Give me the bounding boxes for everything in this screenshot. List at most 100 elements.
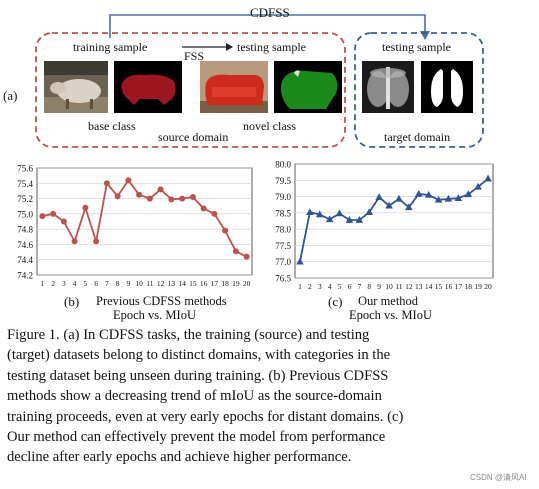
y-tick-label: 79.5 bbox=[275, 176, 291, 186]
y-tick-label: 74.2 bbox=[17, 271, 33, 281]
data-point bbox=[484, 174, 492, 182]
x-tick-label: 18 bbox=[465, 282, 473, 291]
chart-b-caption-line2: Epoch vs. MIoU bbox=[113, 308, 196, 322]
data-point bbox=[60, 218, 67, 225]
series-line bbox=[42, 178, 248, 258]
data-point bbox=[136, 191, 143, 198]
figure-caption: Figure 1. (a) In CDFSS tasks, the traini… bbox=[7, 325, 527, 468]
data-point bbox=[306, 208, 314, 216]
y-tick-label: 74.6 bbox=[17, 240, 33, 250]
y-tick-label: 76.5 bbox=[275, 274, 291, 284]
data-point bbox=[200, 205, 207, 212]
x-tick-label: 13 bbox=[168, 279, 176, 288]
data-point bbox=[345, 216, 354, 223]
data-point bbox=[335, 209, 344, 217]
data-point bbox=[464, 190, 473, 198]
data-point bbox=[355, 216, 364, 223]
sheep-mask bbox=[114, 61, 182, 113]
x-tick-label: 3 bbox=[318, 282, 322, 291]
data-point bbox=[168, 196, 175, 203]
data-point bbox=[414, 189, 423, 197]
y-tick-label: 75.4 bbox=[17, 179, 33, 189]
x-tick-label: 8 bbox=[367, 282, 371, 291]
data-point bbox=[395, 194, 403, 202]
y-tick-label: 78.0 bbox=[275, 225, 291, 235]
x-tick-label: 10 bbox=[385, 282, 393, 291]
x-tick-label: 5 bbox=[84, 279, 88, 288]
source-domain-label: source domain bbox=[158, 130, 229, 144]
y-tick-label: 77.0 bbox=[275, 257, 291, 267]
x-tick-label: 20 bbox=[243, 279, 251, 288]
cdfss-label: CDFSS bbox=[250, 5, 290, 20]
x-tick-label: 14 bbox=[178, 279, 186, 288]
y-tick-label: 74.4 bbox=[17, 255, 33, 265]
x-tick-label: 19 bbox=[232, 279, 240, 288]
x-tick-label: 4 bbox=[328, 282, 332, 291]
caption-line: Figure 1. (a) In CDFSS tasks, the traini… bbox=[7, 327, 370, 343]
testing-sample-target-label: testing sample bbox=[382, 40, 451, 54]
data-point bbox=[296, 257, 304, 265]
xray-photo bbox=[362, 61, 414, 113]
x-tick-label: 20 bbox=[484, 282, 492, 291]
y-tick-label: 80.0 bbox=[275, 160, 291, 170]
x-tick-label: 11 bbox=[395, 282, 402, 291]
cdfss-arrow bbox=[109, 14, 426, 38]
data-point bbox=[243, 253, 250, 260]
data-point bbox=[103, 180, 110, 187]
data-point bbox=[39, 213, 46, 220]
x-tick-label: 10 bbox=[135, 279, 143, 288]
x-tick-label: 1 bbox=[41, 279, 45, 288]
data-point bbox=[125, 177, 132, 184]
data-point bbox=[93, 238, 100, 245]
y-tick-label: 77.5 bbox=[275, 241, 291, 251]
novel-class-label: novel class bbox=[243, 119, 296, 133]
base-class-label: base class bbox=[88, 119, 136, 133]
data-point bbox=[405, 203, 413, 211]
x-tick-label: 17 bbox=[455, 282, 463, 291]
data-point bbox=[222, 227, 229, 234]
x-tick-label: 12 bbox=[157, 279, 165, 288]
data-point bbox=[424, 190, 433, 198]
fss-arrowhead bbox=[226, 43, 233, 51]
chart-c-caption-line2: Epoch vs. MIoU bbox=[349, 308, 432, 322]
x-tick-label: 13 bbox=[415, 282, 423, 291]
x-tick-label: 8 bbox=[116, 279, 120, 288]
x-tick-label: 17 bbox=[211, 279, 219, 288]
target-domain-label: target domain bbox=[384, 130, 451, 144]
panel-a-diagram bbox=[35, 14, 484, 148]
data-point bbox=[434, 195, 443, 203]
x-tick-label: 15 bbox=[435, 282, 443, 291]
chart-b-label: (b) bbox=[64, 294, 80, 309]
data-point bbox=[146, 195, 153, 202]
sofa-photo bbox=[200, 61, 268, 113]
caption-line: testing dataset being unseen during trai… bbox=[7, 367, 389, 384]
data-point bbox=[375, 193, 383, 201]
training-sample-label: training sample bbox=[73, 40, 148, 54]
data-point bbox=[211, 210, 218, 217]
watermark: CSDN @清风AI bbox=[470, 473, 527, 482]
x-tick-label: 6 bbox=[94, 279, 98, 288]
y-tick-label: 75.2 bbox=[17, 194, 33, 204]
plot-area bbox=[294, 163, 494, 279]
caption-line: (target) datasets belong to distinct dom… bbox=[7, 347, 391, 364]
y-tick-label: 75.0 bbox=[17, 209, 33, 219]
y-tick-label: 78.5 bbox=[275, 208, 291, 218]
data-point bbox=[82, 204, 89, 211]
data-point bbox=[325, 215, 334, 223]
data-point bbox=[385, 201, 393, 209]
x-tick-label: 16 bbox=[200, 279, 208, 288]
lung-mask bbox=[421, 61, 473, 113]
x-tick-label: 7 bbox=[357, 282, 361, 291]
x-tick-label: 15 bbox=[189, 279, 197, 288]
x-tick-label: 19 bbox=[474, 282, 482, 291]
data-point bbox=[189, 194, 196, 201]
source-domain-box bbox=[35, 32, 346, 148]
x-tick-label: 4 bbox=[73, 279, 77, 288]
x-tick-label: 1 bbox=[298, 282, 302, 291]
data-point bbox=[114, 193, 121, 200]
x-tick-label: 14 bbox=[425, 282, 433, 291]
x-tick-label: 18 bbox=[221, 279, 229, 288]
sheep-photo bbox=[44, 61, 108, 113]
panel-a-label: (a) bbox=[3, 88, 18, 103]
x-tick-label: 9 bbox=[127, 279, 131, 288]
